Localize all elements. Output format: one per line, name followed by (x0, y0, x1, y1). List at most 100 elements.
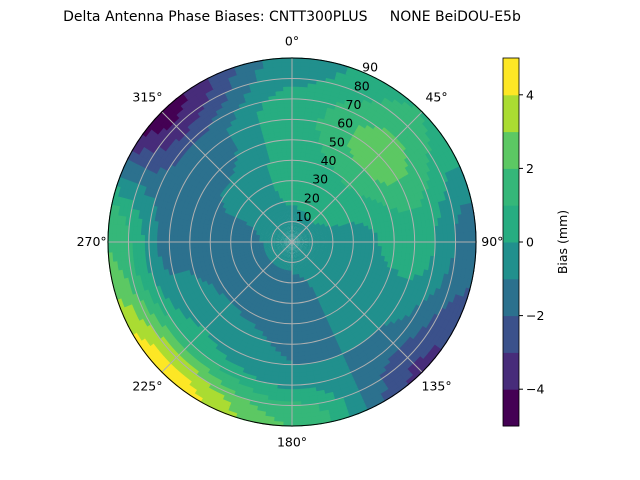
contour-cell (291, 135, 299, 140)
contour-cell (272, 225, 277, 230)
contour-cell (180, 235, 186, 243)
contour-cell (291, 331, 298, 337)
contour-cell (295, 243, 301, 247)
contour-cell (340, 241, 346, 246)
contour-cell (304, 257, 309, 262)
contour-cell (459, 232, 465, 243)
contour-cell (275, 90, 286, 96)
contour-cell (248, 395, 260, 403)
contour-cell (458, 223, 465, 235)
contour-cell (279, 268, 284, 274)
contour-cell (279, 210, 284, 216)
contour-cell (264, 231, 270, 235)
contour-cell (278, 206, 283, 212)
contour-cell (238, 101, 249, 109)
contour-cell (287, 167, 293, 173)
contour-cell (294, 294, 299, 300)
contour-cell (297, 248, 301, 253)
contour-cell (319, 231, 325, 235)
contour-cell (298, 384, 309, 390)
contour-cell (287, 245, 291, 251)
contour-cell (298, 251, 303, 257)
contour-cell (193, 246, 199, 253)
contour-cell (267, 255, 273, 260)
contour-cell (364, 229, 370, 235)
contour-cell (361, 237, 367, 243)
contour-cell (315, 245, 321, 249)
contour-cell (304, 266, 309, 272)
contour-cell (273, 404, 285, 411)
contour-cell (146, 295, 155, 307)
contour-cell (242, 246, 248, 251)
contour-cell (284, 176, 290, 182)
contour-cell (201, 227, 208, 234)
contour-cell (353, 238, 359, 243)
contour-cell (247, 227, 254, 232)
contour-cell (393, 246, 399, 254)
contour-cell (299, 236, 304, 239)
contour-cell (305, 194, 311, 201)
contour-cell (289, 229, 292, 234)
contour-cell (177, 223, 184, 232)
contour-cell (289, 245, 291, 251)
contour-cell (270, 107, 280, 113)
contour-cell (303, 236, 309, 239)
contour-cell (311, 255, 317, 260)
contour-cell (281, 233, 286, 237)
contour-cell (281, 147, 288, 153)
contour-cell (275, 216, 280, 222)
contour-cell (277, 248, 282, 252)
contour-cell (277, 248, 283, 253)
contour-cell (284, 230, 288, 236)
contour-cell (319, 221, 325, 226)
contour-cell (340, 288, 348, 295)
contour-cell (337, 256, 344, 262)
contour-cell (287, 159, 293, 165)
contour-cell (283, 102, 293, 108)
contour-cell (274, 86, 285, 92)
contour-cell (142, 296, 151, 308)
contour-cell (218, 248, 224, 254)
contour-cell (306, 260, 311, 266)
contour-cell (280, 218, 284, 224)
contour-cell (197, 231, 203, 238)
contour-cell (302, 131, 310, 138)
contour-cell (454, 223, 461, 235)
contour-cell (298, 227, 303, 233)
contour-cell (295, 244, 300, 248)
contour-cell (429, 186, 437, 198)
contour-cell (268, 262, 273, 267)
contour-cell (274, 392, 285, 398)
contour-cell (393, 230, 399, 238)
contour-cell (279, 243, 285, 245)
contour-cell (291, 86, 301, 91)
contour-cell (315, 257, 321, 262)
contour-cell (173, 222, 180, 231)
contour-cell (292, 262, 295, 268)
contour-cell (281, 228, 285, 233)
contour-cell (303, 257, 308, 263)
contour-cell (377, 232, 383, 238)
contour-cell (279, 347, 287, 353)
contour-cell (400, 252, 407, 261)
contour-cell (295, 243, 301, 246)
contour-cell (286, 253, 289, 259)
contour-cell (282, 73, 293, 79)
contour-cell (242, 293, 249, 300)
contour-cell (140, 225, 146, 236)
contour-cell (376, 227, 383, 234)
contour-cell (283, 231, 288, 236)
contour-cell (291, 175, 296, 181)
contour-cell (276, 376, 286, 382)
contour-cell (291, 69, 302, 75)
contour-cell (275, 280, 280, 286)
contour-cell (272, 213, 277, 219)
contour-cell (342, 77, 355, 86)
contour-cell (279, 164, 285, 170)
contour-cell (283, 243, 289, 246)
contour-cell (304, 371, 314, 377)
contour-cell (132, 249, 138, 260)
contour-cell (418, 241, 424, 250)
contour-cell (448, 179, 457, 192)
contour-cell (281, 264, 285, 270)
